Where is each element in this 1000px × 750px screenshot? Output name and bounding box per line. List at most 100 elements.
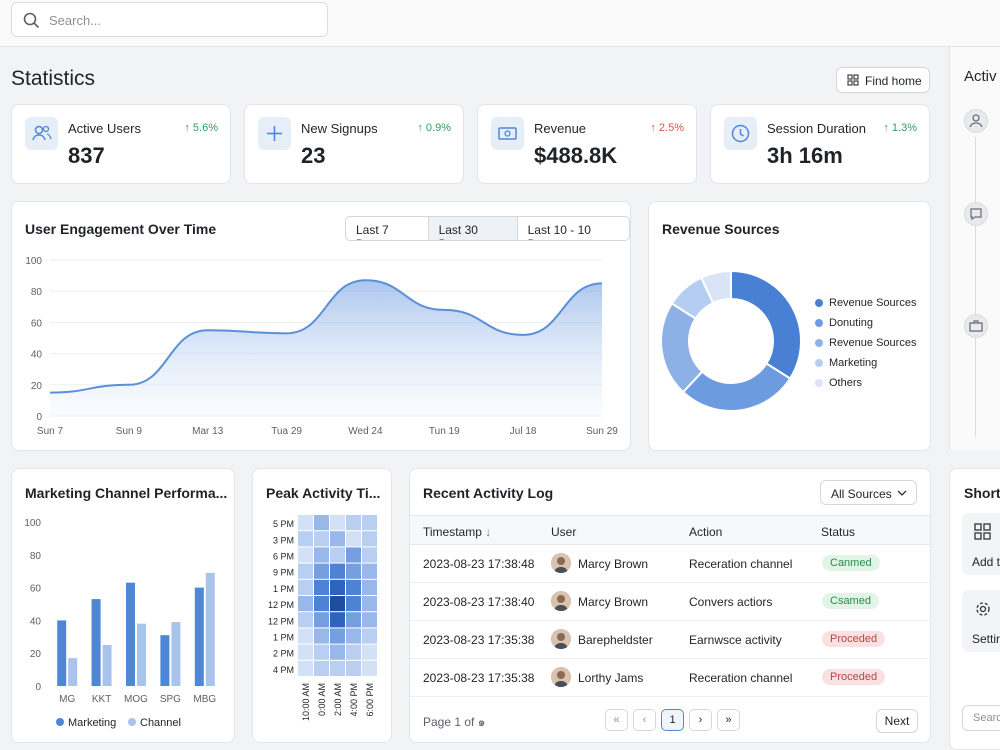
legend-swatch bbox=[56, 718, 64, 726]
prev-page-button[interactable]: ‹ bbox=[633, 709, 656, 731]
heatmap-cell bbox=[298, 596, 313, 612]
shortcuts-search-input[interactable]: Searc bbox=[962, 705, 1000, 731]
page-title: Statistics bbox=[11, 67, 96, 90]
double-chevron-left-icon: « bbox=[613, 714, 620, 726]
heatmap-cell bbox=[346, 644, 361, 660]
donut-slice bbox=[699, 269, 732, 305]
heatmap-cell bbox=[298, 579, 313, 595]
stat-card-active-users[interactable]: Active Users 837 ↑ 5.6% bbox=[11, 104, 231, 184]
y-tick-label: 20 bbox=[31, 381, 43, 392]
heatmap-cell bbox=[314, 628, 329, 644]
heatmap-row-label: 9 PM bbox=[273, 568, 294, 578]
heatmap-col-label: 10:00 AM bbox=[301, 683, 311, 721]
legend-label: Revenue Sources bbox=[829, 297, 917, 309]
revenue-sources-card: Revenue Sources Revenue Sources Donuting R… bbox=[648, 201, 931, 451]
x-tick-label: SPG bbox=[160, 694, 181, 705]
col-user: User bbox=[551, 525, 577, 539]
next-button[interactable]: Next bbox=[876, 709, 918, 733]
last-page-button[interactable]: » bbox=[717, 709, 740, 731]
cell-user: Marcy Brown bbox=[578, 557, 649, 571]
heatmap-cell bbox=[362, 596, 377, 612]
table-row[interactable]: 2023-08-23 17:35:38 Barepheldster Earnwsce… bbox=[410, 621, 930, 659]
engagement-line-chart: 0 20 40 60 80 100 Sun 7 Sun 9 Mar 13 Tua 29 Wed 24… bbox=[25, 256, 618, 437]
heatmap-cell bbox=[314, 531, 329, 547]
heatmap-cell bbox=[314, 563, 329, 579]
y-tick-label: 40 bbox=[31, 350, 43, 361]
x-tick-label: Sun 7 bbox=[37, 426, 64, 437]
table-header: Timestamp ↓ User Action Status bbox=[410, 515, 930, 545]
status-badge: Proceded bbox=[822, 669, 886, 685]
heatmap-cell bbox=[330, 515, 345, 531]
legend-label: Revenue Sources bbox=[829, 337, 917, 349]
range-last-7-days[interactable]: Last 7 Days bbox=[346, 217, 429, 240]
heatmap-cell bbox=[362, 644, 377, 660]
heatmap-cell bbox=[314, 547, 329, 563]
chevron-down-icon bbox=[897, 490, 907, 496]
chevron-right-icon: › bbox=[698, 714, 703, 726]
heatmap-cell bbox=[346, 531, 361, 547]
heatmap-row-label: 2 PM bbox=[273, 649, 294, 659]
heatmap-cell bbox=[298, 628, 313, 644]
stat-card-revenue[interactable]: Revenue $488.8K ↑ 2.5% bbox=[477, 104, 697, 184]
legend-swatch bbox=[815, 339, 823, 347]
stat-card-session-duration[interactable]: Session Duration 3h 16m ↑ 1.3% bbox=[710, 104, 930, 184]
heatmap-cell bbox=[362, 628, 377, 644]
cell-action: Receration channel bbox=[689, 557, 793, 571]
find-home-button[interactable]: Find home bbox=[836, 67, 930, 93]
heatmap-cell bbox=[330, 596, 345, 612]
stat-change: ↑ 2.5% bbox=[650, 122, 684, 134]
heatmap-cell bbox=[314, 596, 329, 612]
peak-heatmap: 5 PM 3 PM 6 PM 9 PM 1 PM 12 PM 12 PM 1 PM 2 PM 4 … bbox=[268, 515, 377, 721]
table-row[interactable]: 2023-08-23 17:38:40 Marcy Brown Convers ac… bbox=[410, 583, 930, 621]
first-page-button[interactable]: « bbox=[605, 709, 628, 731]
legend-label: Marketing bbox=[68, 717, 116, 729]
heatmap-cell bbox=[362, 579, 377, 595]
heatmap-row-label: 1 PM bbox=[273, 584, 294, 594]
heatmap-row-label: 3 PM bbox=[273, 535, 294, 545]
legend-swatch bbox=[815, 379, 823, 387]
bar bbox=[102, 645, 112, 686]
heatmap-cell bbox=[346, 515, 361, 531]
source-filter-select[interactable]: All Sources bbox=[820, 480, 917, 505]
next-page-arrow-button[interactable]: › bbox=[689, 709, 712, 731]
bar bbox=[137, 623, 146, 686]
avatar bbox=[551, 553, 571, 573]
page-1-button[interactable]: 1 bbox=[661, 709, 684, 731]
x-tick-label: MOG bbox=[124, 694, 148, 705]
shortcut-settings[interactable]: Settir bbox=[962, 590, 1000, 652]
legend-label: Others bbox=[829, 377, 863, 389]
double-chevron-right-icon: » bbox=[725, 714, 732, 726]
x-tick-label: Sun 9 bbox=[116, 426, 143, 437]
stat-value: 3h 16m bbox=[767, 143, 843, 168]
table-row[interactable]: 2023-08-23 17:35:38 Lorthy Jams Receration… bbox=[410, 659, 930, 697]
heatmap-cell bbox=[330, 660, 345, 676]
stat-label: Revenue bbox=[534, 121, 587, 136]
peak-activity-card: Peak Activity Ti... 5 PM 3 PM 6 PM 9 PM 1 PM… bbox=[252, 468, 392, 743]
shortcuts-title: Shorte bbox=[964, 485, 1000, 501]
col-timestamp[interactable]: Timestamp ↓ bbox=[423, 525, 492, 539]
table-row[interactable]: 2023-08-23 17:38:48 Marcy Brown Receration… bbox=[410, 545, 930, 583]
stat-card-new-signups[interactable]: New Signups 23 ↑ 0.9% bbox=[244, 104, 464, 184]
heatmap-cell bbox=[298, 612, 313, 628]
cell-timestamp: 2023-08-23 17:38:40 bbox=[423, 595, 535, 609]
heatmap-col-label: 2:00 AM bbox=[333, 683, 343, 716]
grid-icon bbox=[847, 74, 859, 86]
x-tick-label: KKT bbox=[92, 694, 111, 705]
heatmap-cell bbox=[362, 563, 377, 579]
plus-icon bbox=[258, 117, 291, 150]
search-icon bbox=[23, 12, 40, 29]
stat-value: 23 bbox=[301, 143, 326, 168]
y-tick-label: 0 bbox=[36, 412, 42, 423]
cell-user: Barepheldster bbox=[578, 633, 653, 647]
heatmap-cell bbox=[330, 563, 345, 579]
money-icon bbox=[491, 117, 524, 150]
search-input[interactable]: Search... bbox=[11, 2, 328, 37]
x-tick-label: MG bbox=[59, 694, 75, 705]
range-last-30-days[interactable]: Last 30 Days bbox=[428, 217, 518, 240]
range-last-10-10-days[interactable]: Last 10 - 10 Days bbox=[527, 223, 591, 240]
stat-value: $488.8K bbox=[534, 143, 618, 168]
status-badge: Csamed bbox=[822, 593, 879, 609]
heatmap-cell bbox=[314, 579, 329, 595]
heatmap-cell bbox=[362, 547, 377, 563]
shortcut-add[interactable]: Add t bbox=[962, 513, 1000, 575]
